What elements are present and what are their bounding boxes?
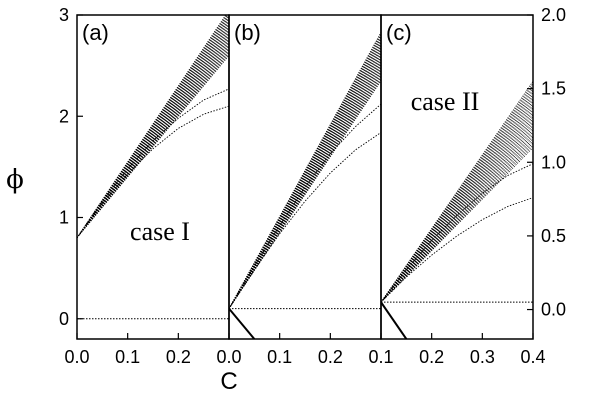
fan-line (77, 52, 229, 238)
y-tick-label-right: 1.0 (541, 152, 566, 172)
x-tick-label: 0.2 (318, 347, 343, 367)
y-tick-label-right: 0.0 (541, 300, 566, 320)
y-tick-label-right: 1.5 (541, 79, 566, 99)
y-tick-label: 0 (59, 309, 69, 329)
fan-line (77, 15, 229, 238)
plot-area (229, 32, 381, 339)
curve-line (229, 103, 381, 309)
fan-line (381, 83, 533, 303)
fan-line (77, 30, 229, 238)
panel-frame (380, 14, 534, 340)
fan-line (77, 47, 229, 238)
fan-line (77, 53, 229, 238)
fan-line (77, 49, 229, 238)
case-label: case I (130, 217, 190, 246)
fan-line (77, 29, 229, 238)
y-tick-label: 3 (59, 5, 69, 25)
y-axis-label: ϕ (6, 165, 24, 195)
curve-line (77, 105, 229, 239)
fan-line (77, 40, 229, 238)
fan-line (381, 138, 533, 303)
fan-line (381, 118, 533, 303)
fan-line (229, 53, 381, 309)
x-tick-label: 0.2 (419, 347, 444, 367)
fan-line (381, 98, 533, 303)
fan-line (381, 111, 533, 303)
fan-line (229, 36, 381, 309)
fan-line (381, 125, 533, 303)
fan-line (381, 103, 533, 303)
x-tick-label: 0.2 (166, 347, 191, 367)
fan-line (381, 81, 533, 303)
x-tick-label: 0.0 (64, 347, 89, 367)
y-tick-label-right: 0.5 (541, 226, 566, 246)
fan-line (229, 32, 381, 309)
fan-line (229, 49, 381, 309)
drop-line (381, 301, 408, 339)
y-tick-label: 2 (59, 106, 69, 126)
fan-line (77, 15, 229, 238)
x-tick-label: 0.0 (216, 347, 241, 367)
x-tick-label: 0.1 (267, 347, 292, 367)
x-tick-label: 0.1 (115, 347, 140, 367)
drop-line (229, 307, 256, 339)
y-tick-label: 1 (59, 208, 69, 228)
fan-line (381, 114, 533, 303)
y-tick-label-right: 2.0 (541, 5, 566, 25)
fan-line (77, 15, 229, 238)
fan-line (229, 51, 381, 309)
fan-line (381, 134, 533, 303)
fan-line (381, 120, 533, 303)
fan-line (77, 55, 229, 238)
fan-line (229, 67, 381, 309)
panel-a: 0.0 0.1 0.2 0 1 2 3 (a) case I (59, 5, 230, 367)
case-label: case II (411, 87, 480, 116)
panel-b: 0.0 0.1 0.2 (b) (216, 14, 382, 367)
fan-line (381, 123, 533, 303)
fan-line (381, 100, 533, 303)
fan-line (77, 32, 229, 238)
fan-line (77, 37, 229, 238)
x-tick-label: 0.1 (368, 347, 393, 367)
curve-line (381, 163, 533, 303)
panel-label: (b) (234, 20, 261, 45)
fan-line (77, 50, 229, 238)
fan-line (381, 131, 533, 303)
fan-line (381, 96, 533, 303)
panels-layer: 0.0 0.1 0.2 0 1 2 3 (a) case I 0.0 0.1 0.2 (b) 0.1 0.2… (59, 5, 566, 367)
fan-line (229, 66, 381, 309)
fan-line (381, 94, 533, 303)
x-axis-label: C (220, 368, 237, 395)
fan-line (381, 142, 533, 303)
fan-line (229, 33, 381, 309)
curve-line (77, 88, 229, 239)
curve-line (229, 132, 381, 309)
fan-line (381, 136, 533, 303)
fan-line (381, 85, 533, 303)
x-tick-label: 0.3 (470, 347, 495, 367)
fan-line (229, 46, 381, 309)
fan-line (77, 34, 229, 238)
panel-label: (a) (82, 20, 109, 45)
fan-line (77, 38, 229, 238)
fan-line (77, 15, 227, 238)
fan-line (229, 64, 381, 309)
fan-line (381, 145, 533, 303)
panel-label: (c) (386, 20, 412, 45)
fan-line (381, 116, 533, 303)
fan-line (229, 35, 381, 309)
plot-area (77, 15, 229, 320)
fan-line (381, 147, 533, 303)
curve-line (381, 197, 533, 303)
fan-line (229, 70, 381, 309)
panel-c: 0.1 0.2 0.3 0.4 0.0 0.5 1.0 1.5 2.0 (c) case II (368, 5, 566, 367)
x-tick-label: 0.4 (520, 347, 545, 367)
fan-line (77, 35, 229, 238)
fan-line (381, 140, 533, 303)
fan-line (229, 69, 381, 309)
plot-area (381, 81, 533, 339)
